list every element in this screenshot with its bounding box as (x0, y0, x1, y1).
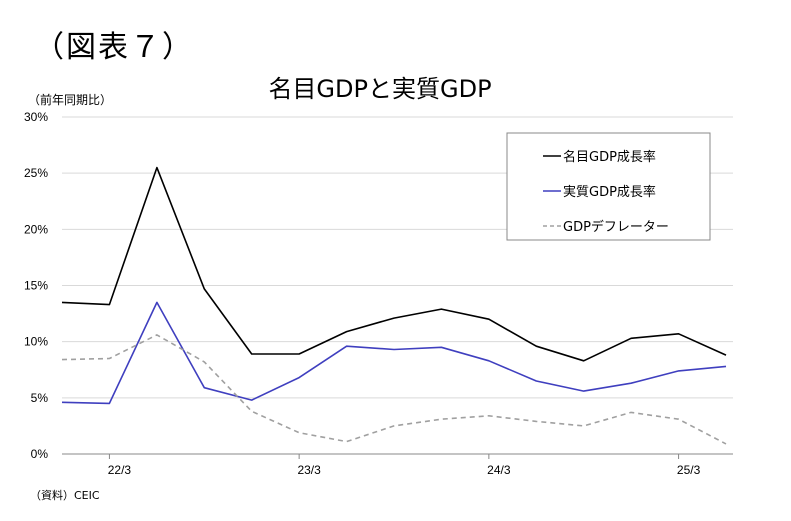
x-tick-label: 25/3 (677, 463, 701, 477)
y-tick-label: 5% (31, 391, 49, 405)
series-lines (61, 166, 727, 445)
chart-title: 名目GDPと実質GDP (268, 75, 491, 103)
figure-label: （図表７） (34, 30, 194, 65)
y-tick-label: 30% (24, 110, 48, 124)
legend-label-3: GDPデフレーター (563, 219, 669, 235)
x-tick-labels: 22/3 23/3 24/3 25/3 (108, 454, 701, 477)
x-tick-label: 22/3 (108, 463, 132, 477)
legend-box (506, 132, 711, 241)
series-line-2 (61, 301, 727, 405)
source-note: （資料）CEIC (30, 488, 100, 502)
series-line-1 (61, 166, 727, 362)
y-tick-label: 15% (24, 279, 48, 293)
legend-label-1: 名目GDP成長率 (563, 149, 656, 165)
y-tick-label: 20% (24, 222, 48, 236)
y-tick-label: 10% (24, 335, 48, 349)
x-tick-label: 23/3 (297, 463, 321, 477)
x-tick-label: 24/3 (487, 463, 511, 477)
y-tick-label: 25% (24, 166, 48, 180)
series-line-3 (61, 334, 727, 445)
y-axis-label: （前年同期比） (28, 92, 112, 107)
legend-label-2: 実質GDP成長率 (563, 184, 656, 200)
y-tick-labels: 0% 5% 10% 15% 20% 25% 30% (24, 110, 48, 461)
y-tick-label: 0% (31, 447, 49, 461)
